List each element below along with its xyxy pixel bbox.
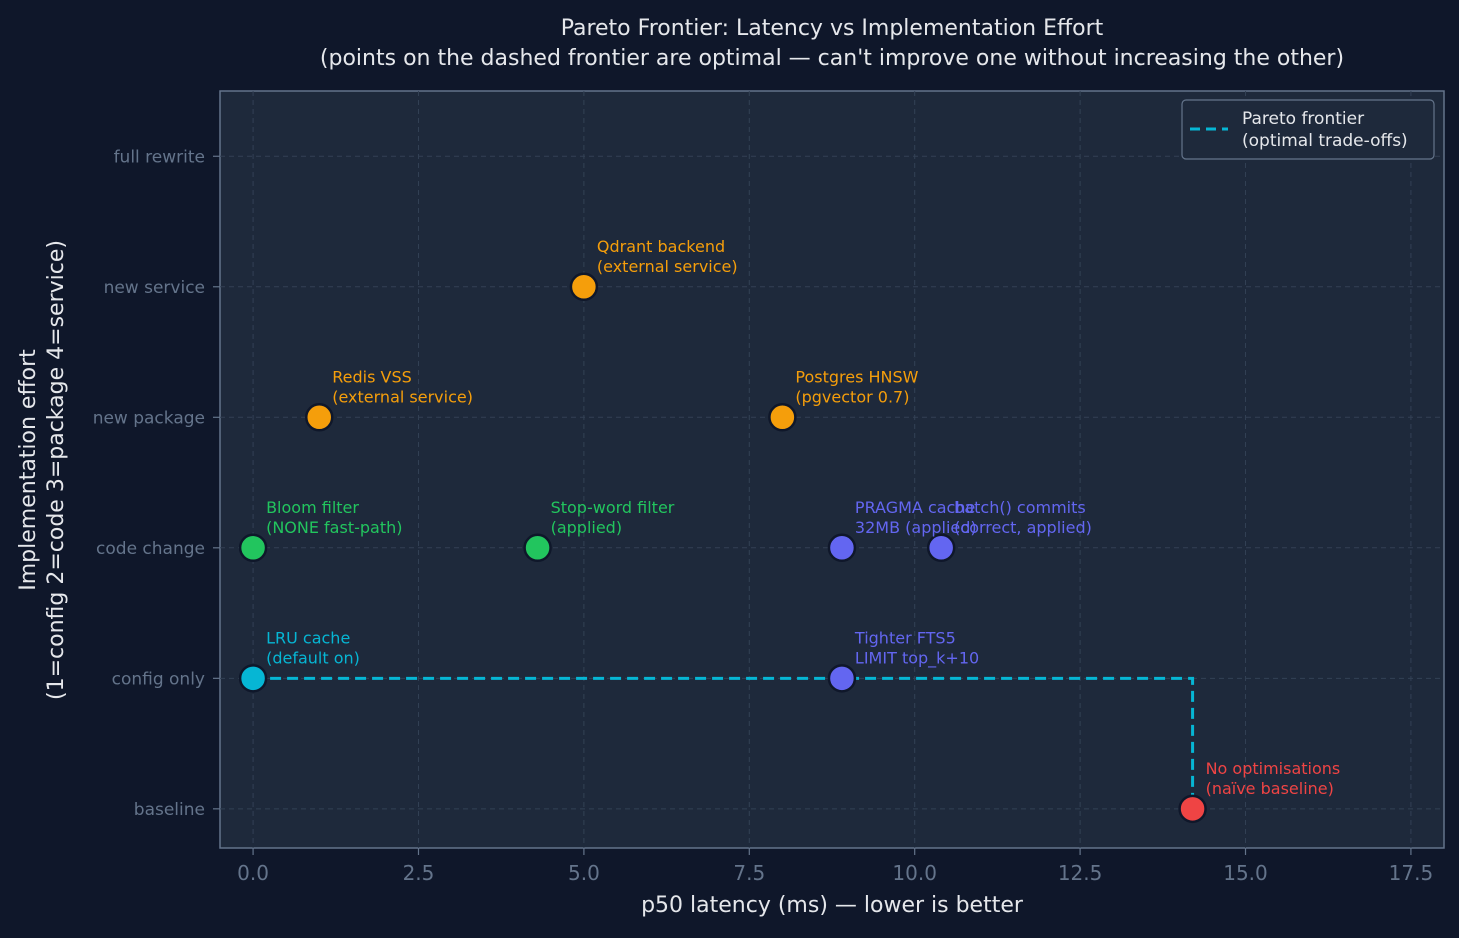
- y-tick-label: code change: [96, 539, 205, 559]
- x-tick-label: 10.0: [892, 861, 937, 885]
- tick-layer: 0.0 2.5 5.0 7.5 10.0 12.5 15.0 17.5 baseline conf…: [93, 147, 1433, 885]
- data-point: [304, 403, 334, 432]
- point-sublabel: (pgvector 0.7): [795, 387, 909, 406]
- point-label: Redis VSS: [332, 367, 412, 386]
- point-sublabel: (naïve baseline): [1206, 779, 1334, 798]
- y-tick-label: new service: [104, 278, 205, 298]
- frontier-layer: [253, 676, 1195, 809]
- point-label: No optimisations: [1206, 759, 1341, 778]
- x-tick-label: 2.5: [403, 861, 435, 885]
- point-sublabel: (external service): [332, 387, 473, 406]
- point-sublabel: LIMIT top_k+10: [855, 648, 979, 668]
- x-tick-label: 15.0: [1223, 861, 1268, 885]
- x-axis-label: p50 latency (ms) — lower is better: [641, 893, 1024, 918]
- point-sublabel: (applied): [551, 518, 623, 537]
- pareto-frontier-line: [253, 676, 1195, 809]
- data-point: [926, 533, 956, 563]
- point-sublabel: (NONE fast-path): [266, 518, 402, 537]
- point-label: Postgres HNSW: [795, 367, 918, 386]
- point-label: Stop-word filter: [551, 498, 675, 517]
- data-point: [827, 664, 857, 693]
- y-axis-label-line1: Implementation effort: [16, 349, 41, 591]
- point-sublabel: 32MB (applied): [855, 518, 977, 537]
- data-point: [238, 533, 268, 563]
- point-sublabel: (external service): [597, 257, 738, 276]
- chart-title: Pareto Frontier: Latency vs Implementati…: [561, 16, 1104, 41]
- x-tick-label: 0.0: [237, 861, 269, 885]
- y-tick-label: full rewrite: [114, 147, 205, 167]
- point-label: batch() commits: [954, 498, 1086, 517]
- chart-subtitle: (points on the dashed frontier are optim…: [320, 46, 1344, 71]
- data-point: [523, 533, 552, 563]
- x-tick-label: 17.5: [1389, 861, 1434, 885]
- legend-label-line2: (optimal trade-offs): [1242, 131, 1408, 151]
- legend-box: [1181, 99, 1435, 160]
- data-point: [1178, 794, 1207, 824]
- plot-area: [219, 90, 1445, 849]
- x-tick-label: 12.5: [1058, 861, 1103, 885]
- data-point: [569, 272, 599, 302]
- legend-label-line1: Pareto frontier: [1242, 109, 1364, 129]
- point-layer: [238, 272, 1207, 824]
- y-tick-label: new package: [93, 408, 205, 428]
- point-label: Tighter FTS5: [854, 628, 956, 647]
- legend: Pareto frontier (optimal trade-offs): [1181, 99, 1435, 160]
- y-tick-label: baseline: [134, 800, 205, 820]
- y-axis-label-line2: (1=config 2=code 3=package 4=service): [44, 240, 69, 700]
- point-sublabel: (correct, applied): [954, 518, 1092, 537]
- point-label: Qdrant backend: [597, 237, 725, 256]
- point-label: PRAGMA cache: [855, 498, 975, 517]
- point-label: Bloom filter: [266, 498, 359, 517]
- x-tick-label: 5.0: [568, 861, 600, 885]
- label-layer: No optimisations(naïve baseline) LRU cach…: [266, 237, 1340, 798]
- point-label: LRU cache: [266, 628, 350, 647]
- data-point: [827, 533, 857, 563]
- data-point: [768, 403, 797, 432]
- data-point: [238, 664, 268, 693]
- point-sublabel: (default on): [266, 648, 360, 667]
- x-tick-label: 7.5: [733, 861, 765, 885]
- y-tick-label: config only: [112, 669, 205, 689]
